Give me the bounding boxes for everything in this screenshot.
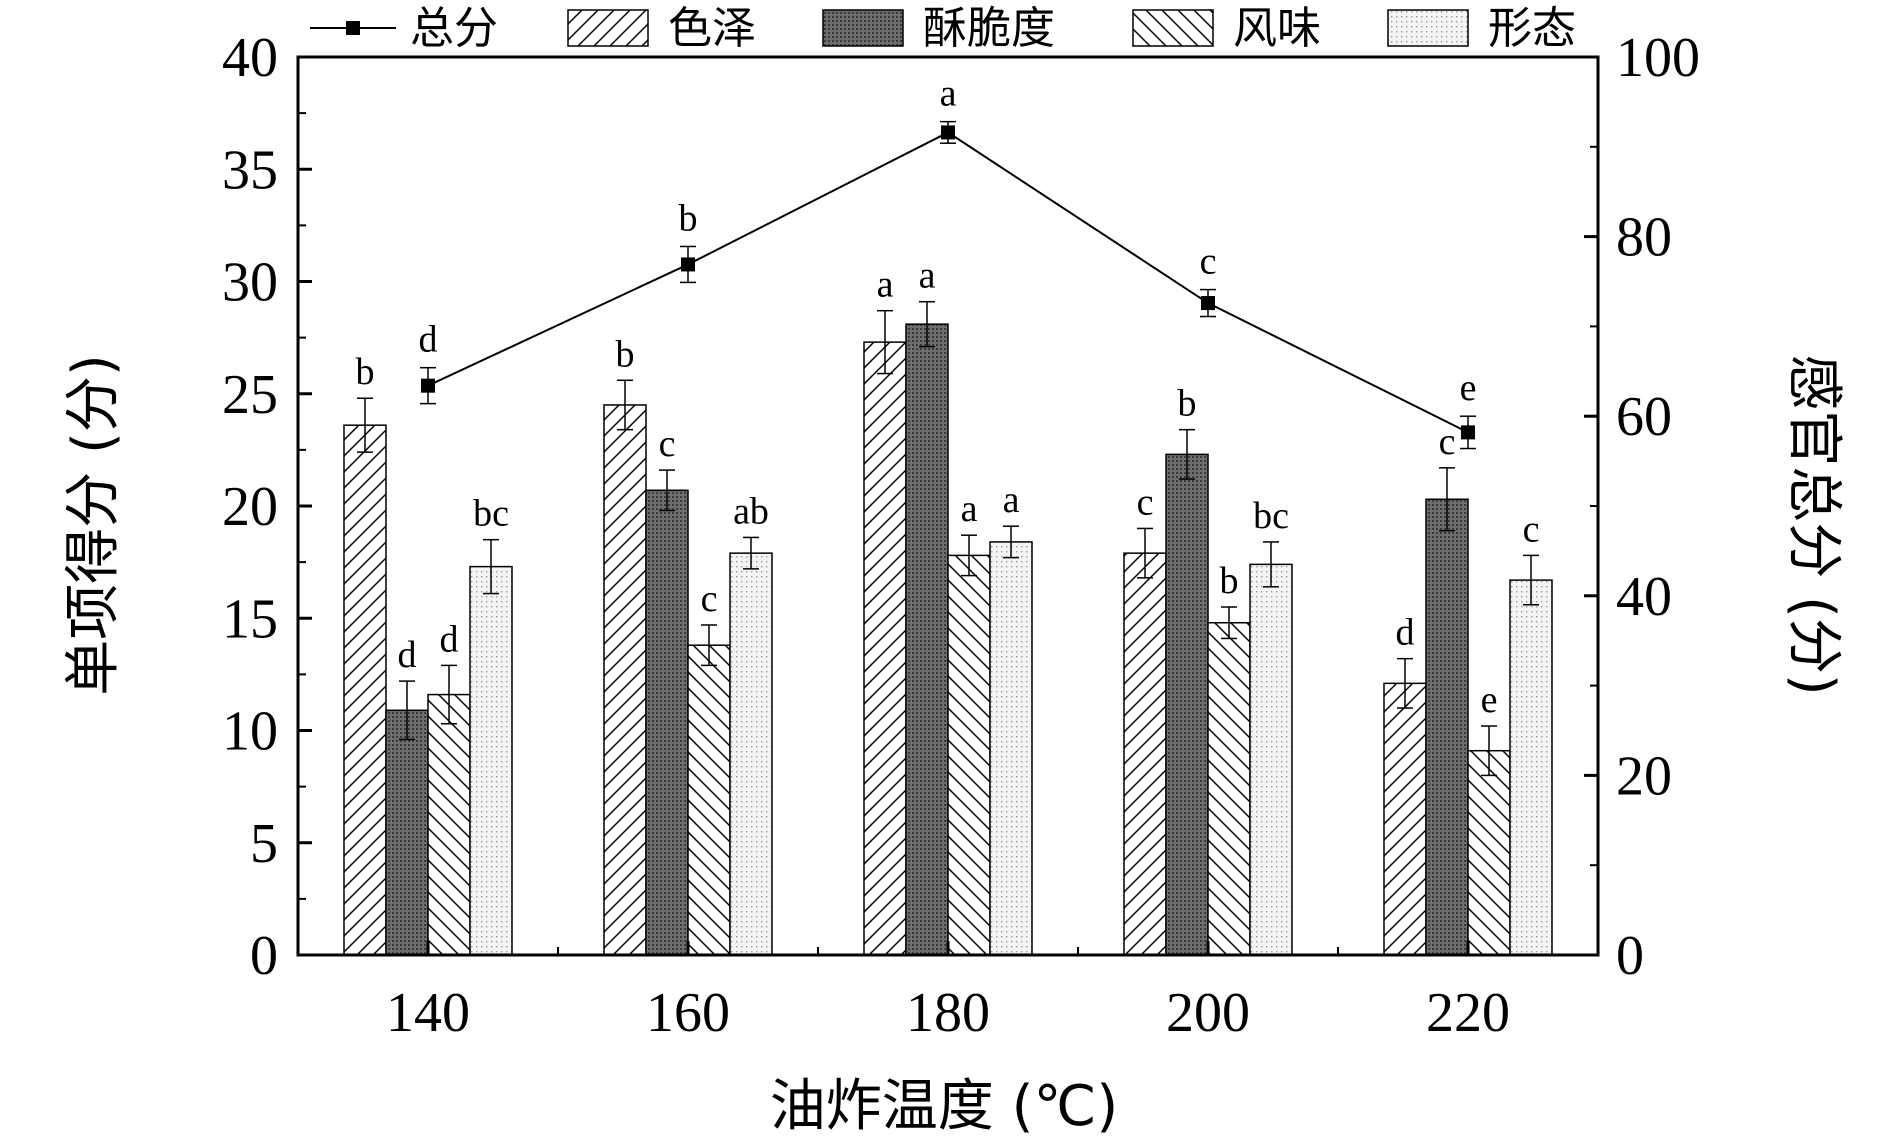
data-label: b (356, 351, 375, 393)
data-label: bc (1253, 495, 1289, 537)
y2-axis-title: 感官总分 (分) (1781, 354, 1846, 696)
legend-label: 风味 (1233, 3, 1321, 54)
x-tick-label: 140 (386, 982, 470, 1044)
y2-tick-label: 40 (1616, 566, 1672, 628)
y2-tick-label: 80 (1616, 207, 1672, 269)
data-label: b (1178, 383, 1197, 425)
y-tick-label: 15 (222, 588, 278, 650)
line-point (941, 125, 955, 140)
y-tick-label: 25 (222, 364, 278, 426)
legend-label: 形态 (1488, 3, 1576, 54)
y-tick-label: 5 (250, 813, 278, 875)
data-label: c (659, 423, 676, 465)
data-label: a (919, 255, 936, 297)
data-label: ab (733, 490, 769, 532)
data-label: b (679, 197, 698, 239)
bar-形态 (469, 565, 513, 956)
bar-风味 (1467, 749, 1511, 956)
bar-酥脆度 (645, 489, 689, 956)
bar-形态 (729, 552, 773, 956)
y-axis-title: 单项得分 (分) (61, 354, 126, 696)
x-tick-label: 200 (1166, 982, 1250, 1044)
y2-tick-label: 60 (1616, 386, 1672, 448)
bar-酥脆度 (1425, 498, 1469, 956)
data-label: d (398, 634, 417, 676)
y-tick-label: 35 (222, 139, 278, 201)
x-tick-label: 180 (906, 982, 990, 1044)
bar-风味 (947, 554, 991, 956)
data-label: c (1137, 481, 1154, 523)
data-label: b (1220, 560, 1239, 602)
data-label: bc (473, 493, 509, 535)
data-label: c (701, 578, 718, 620)
data-label: a (877, 264, 894, 306)
line-point (681, 257, 695, 272)
data-label: d (419, 319, 438, 361)
bar-layer (343, 300, 1553, 956)
x-tick-label: 160 (646, 982, 730, 1044)
y-tick-label: 30 (222, 252, 278, 314)
legend-swatch (1387, 9, 1469, 47)
bar-形态 (1509, 579, 1553, 956)
y2-tick-label: 20 (1616, 745, 1672, 807)
data-label: a (940, 73, 957, 115)
line-point (1201, 296, 1215, 311)
data-label: a (961, 488, 978, 530)
bar-酥脆度 (1165, 453, 1209, 956)
legend-swatch (567, 9, 649, 47)
legend-label: 总分 (410, 3, 498, 54)
y-tick-label: 20 (222, 476, 278, 538)
legend-marker (346, 21, 360, 35)
bar-色泽 (863, 341, 907, 956)
x-axis-title: 油炸温度 (℃) (770, 1074, 1118, 1139)
data-label: d (1396, 612, 1415, 654)
bar-形态 (1249, 563, 1293, 956)
bar-色泽 (343, 424, 387, 956)
y-tick-label: 40 (222, 27, 278, 89)
axes: 0 5 10 15 20 25 30 35 40 0 20 40 60 80 100 140 160 180 200… (222, 27, 1700, 1044)
data-label: c (1439, 421, 1456, 463)
line-layer (420, 120, 1476, 450)
legend-label: 酥脆度 (923, 3, 1055, 54)
line-point (1461, 425, 1475, 440)
data-label: e (1460, 367, 1477, 409)
legend-swatch (822, 9, 904, 47)
y-tick-label: 0 (250, 925, 278, 987)
line-point (421, 378, 435, 393)
legend-label: 色泽 (668, 3, 756, 54)
bar-酥脆度 (905, 323, 949, 956)
data-label: a (1003, 479, 1020, 521)
data-label: b (616, 333, 635, 375)
bar-风味 (427, 693, 471, 956)
bar-色泽 (1383, 682, 1427, 956)
bar-风味 (687, 644, 731, 956)
bar-酥脆度 (385, 709, 429, 956)
bar-形态 (989, 541, 1033, 956)
y2-tick-label: 0 (1616, 925, 1644, 987)
bar-色泽 (603, 404, 647, 956)
y-tick-label: 10 (222, 701, 278, 763)
data-label: c (1523, 508, 1540, 550)
data-label: c (1200, 241, 1217, 283)
legend: 总分 色泽 酥脆度 风味 形态 (310, 3, 1576, 54)
bar-色泽 (1123, 552, 1167, 956)
legend-swatch (1132, 9, 1214, 47)
bar-风味 (1207, 621, 1251, 956)
x-tick-label: 220 (1426, 982, 1510, 1044)
y2-tick-label: 100 (1616, 27, 1700, 89)
data-label: d (440, 618, 459, 660)
data-label: e (1481, 679, 1498, 721)
